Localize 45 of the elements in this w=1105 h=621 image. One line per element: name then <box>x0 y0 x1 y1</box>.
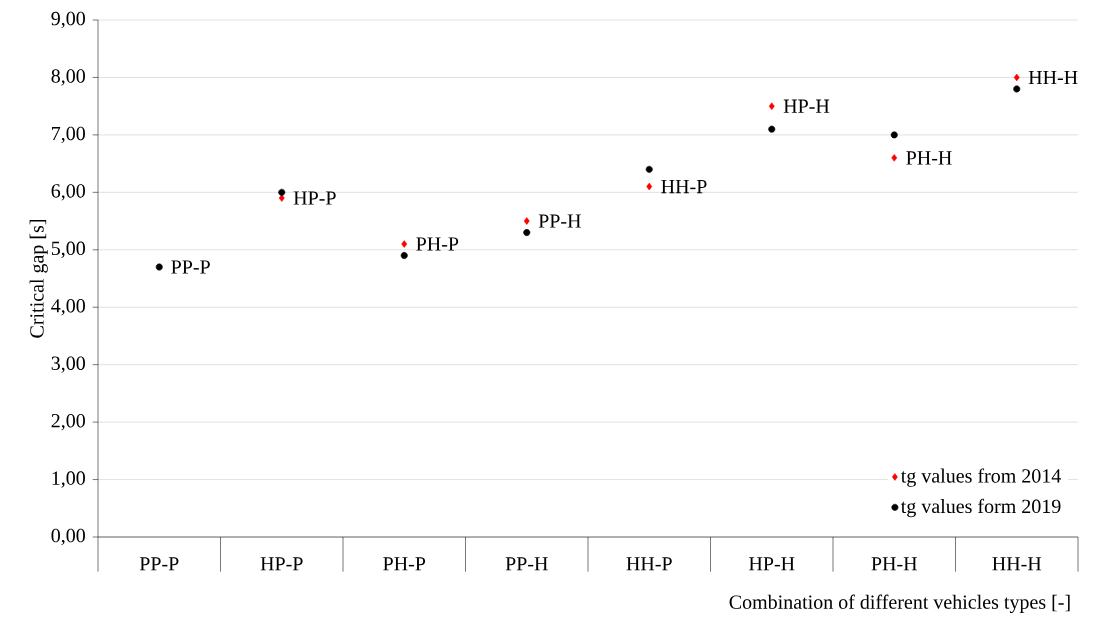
point <box>768 125 776 133</box>
y-tick-label: 8,00 <box>51 69 85 86</box>
x-tick-label: HH-P <box>626 557 672 571</box>
point <box>523 229 531 237</box>
annotation: PP-H <box>538 214 581 228</box>
point <box>1013 85 1021 93</box>
legend-label: tg values form 2019 <box>900 498 1061 518</box>
legend-label: tg values from 2014 <box>900 468 1061 487</box>
y-tick-label: 2,00 <box>51 413 85 431</box>
point <box>768 102 775 110</box>
y-tick-label: 7,00 <box>52 126 85 144</box>
y-axis-title: Critical gap [s] <box>29 220 48 338</box>
point <box>1013 73 1020 82</box>
point <box>523 217 530 225</box>
point <box>645 165 653 173</box>
y-tick-label: 6,00 <box>51 184 85 201</box>
point <box>890 131 898 139</box>
y-tick-label: 3,00 <box>51 356 85 373</box>
point <box>891 154 898 162</box>
point <box>646 182 653 191</box>
x-tick-label: PP-H <box>505 557 548 571</box>
annotation: HH-P <box>661 180 707 194</box>
y-tick-label: 0,00 <box>51 528 85 546</box>
y-tick-label: 1,00 <box>52 471 85 488</box>
point <box>155 263 163 271</box>
y-tick-label: 4,00 <box>51 299 85 316</box>
point <box>400 252 408 259</box>
x-tick-label: HP-P <box>260 557 303 571</box>
annotation: PP-P <box>171 260 210 274</box>
annotation: PH-H <box>906 151 952 165</box>
x-tick-label: HP-H <box>749 557 795 571</box>
annotation: HP-P <box>293 191 336 205</box>
x-tick-label: HH-H <box>992 557 1042 571</box>
x-axis-title: Combination of different vehicles types [-] <box>729 594 1070 613</box>
point <box>278 188 286 196</box>
y-tick-label: 9,00 <box>51 11 85 29</box>
point <box>278 194 285 202</box>
x-tick-label: PP-P <box>139 557 179 571</box>
annotation: HP-H <box>783 99 830 113</box>
x-tick-label: PH-H <box>871 557 917 571</box>
annotation: HH-H <box>1028 70 1078 84</box>
y-tick-label: 5,00 <box>51 241 85 258</box>
annotation: PH-P <box>416 237 459 251</box>
x-tick-label: PH-P <box>383 557 426 571</box>
point <box>401 240 408 248</box>
